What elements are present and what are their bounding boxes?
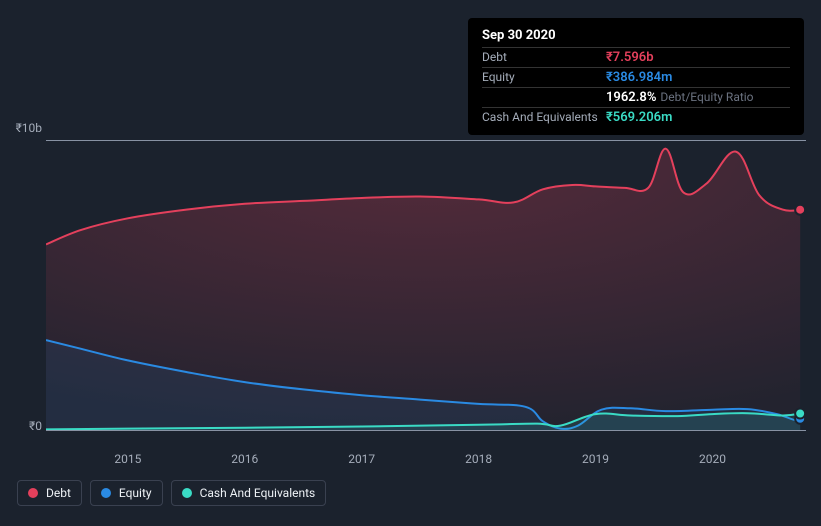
tooltip-row-value: ₹7.596b xyxy=(606,50,654,65)
tooltip-row-label: Cash And Equivalents xyxy=(482,110,606,124)
chart-legend: Debt Equity Cash And Equivalents xyxy=(17,480,326,506)
tooltip-row-value: 1962.8% xyxy=(606,90,656,105)
tooltip-date: Sep 30 2020 xyxy=(482,28,790,43)
tooltip-row-label: Debt xyxy=(482,50,606,64)
y-axis-tick-label: ₹10b xyxy=(8,121,42,135)
marker-dot-debt xyxy=(795,205,805,215)
legend-item-equity[interactable]: Equity xyxy=(90,480,163,506)
legend-label: Equity xyxy=(119,486,152,500)
legend-dot xyxy=(182,488,192,498)
tooltip-row-value: ₹569.206m xyxy=(606,110,672,125)
x-axis-tick-label: 2018 xyxy=(465,452,492,466)
x-axis-tick-label: 2020 xyxy=(699,452,726,466)
x-axis-tick-label: 2016 xyxy=(231,452,258,466)
legend-label: Debt xyxy=(46,486,71,500)
plot-bottom-border xyxy=(46,430,806,431)
x-axis-tick-label: 2017 xyxy=(348,452,375,466)
tooltip-row: Debt₹7.596b xyxy=(482,47,790,67)
tooltip-row-suffix: Debt/Equity Ratio xyxy=(660,90,753,104)
x-axis-tick-label: 2019 xyxy=(582,452,609,466)
plot-top-border xyxy=(46,140,806,141)
tooltip-row: 1962.8% Debt/Equity Ratio xyxy=(482,87,790,107)
tooltip-row: Cash And Equivalents₹569.206m xyxy=(482,107,790,127)
legend-dot xyxy=(101,488,111,498)
tooltip-row: Equity₹386.984m xyxy=(482,67,790,87)
legend-dot xyxy=(28,488,38,498)
legend-label: Cash And Equivalents xyxy=(200,486,316,500)
y-axis-tick-label: ₹0 xyxy=(8,419,42,433)
financials-chart: ₹10b ₹0 2015 2016 2017 2018 2019 2020 Sep 30 2… xyxy=(0,0,821,526)
x-axis-tick-label: 2015 xyxy=(114,452,141,466)
tooltip-row-label: Equity xyxy=(482,70,606,84)
tooltip-row-value: ₹386.984m xyxy=(606,70,672,85)
marker-dot-cash xyxy=(795,408,805,418)
legend-item-cash-and-equivalents[interactable]: Cash And Equivalents xyxy=(171,480,327,506)
legend-item-debt[interactable]: Debt xyxy=(17,480,82,506)
chart-tooltip: Sep 30 2020 Debt₹7.596bEquity₹386.984m19… xyxy=(468,18,804,135)
